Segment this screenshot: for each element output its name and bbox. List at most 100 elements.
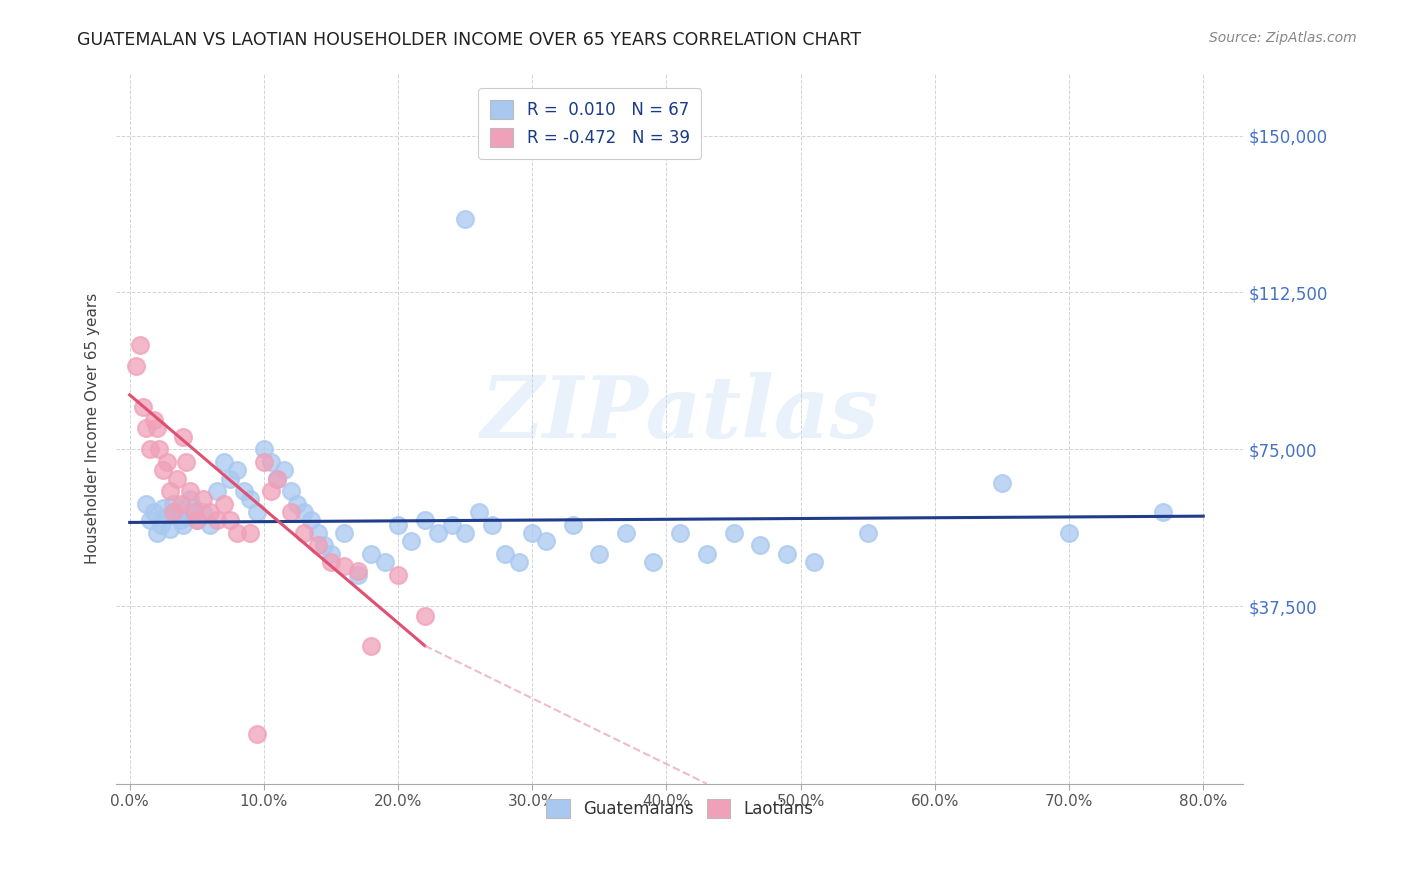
Point: [149, 517, 172, 532]
Point: [280, 505, 302, 519]
Point: [360, 547, 382, 561]
Point: [314, 538, 336, 552]
Point: [129, 337, 152, 351]
Point: [287, 497, 309, 511]
Point: [226, 463, 249, 477]
Point: [614, 525, 637, 540]
Point: [467, 505, 489, 519]
Point: [170, 497, 193, 511]
Point: [246, 505, 269, 519]
Point: [172, 430, 194, 444]
Point: [481, 517, 503, 532]
Point: [749, 538, 772, 552]
Point: [162, 497, 184, 511]
Point: [239, 492, 262, 507]
Point: [440, 517, 463, 532]
Point: [179, 492, 201, 507]
Point: [205, 513, 228, 527]
Point: [360, 639, 382, 653]
Point: [156, 455, 179, 469]
Point: [148, 442, 170, 457]
Point: [239, 525, 262, 540]
Point: [162, 505, 184, 519]
Point: [183, 500, 205, 515]
Y-axis label: Householder Income Over 65 years: Householder Income Over 65 years: [86, 293, 100, 564]
Point: [307, 538, 329, 552]
Point: [991, 475, 1014, 490]
Point: [166, 505, 188, 519]
Point: [696, 547, 718, 561]
Point: [145, 525, 167, 540]
Point: [561, 517, 583, 532]
Point: [142, 413, 165, 427]
Point: [259, 455, 281, 469]
Point: [307, 525, 329, 540]
Point: [212, 455, 235, 469]
Point: [174, 455, 197, 469]
Point: [186, 513, 208, 527]
Point: [1057, 525, 1080, 540]
Point: [253, 442, 276, 457]
Text: Source: ZipAtlas.com: Source: ZipAtlas.com: [1209, 31, 1357, 45]
Point: [139, 442, 162, 457]
Point: [413, 609, 436, 624]
Point: [200, 517, 222, 532]
Point: [522, 525, 544, 540]
Point: [803, 555, 825, 569]
Point: [856, 525, 879, 540]
Point: [205, 484, 228, 499]
Point: [266, 471, 288, 485]
Legend: Guatemalans, Laotians: Guatemalans, Laotians: [540, 793, 820, 825]
Point: [142, 505, 165, 519]
Point: [292, 525, 315, 540]
Point: [273, 463, 295, 477]
Point: [232, 484, 254, 499]
Point: [226, 525, 249, 540]
Point: [413, 513, 436, 527]
Point: [333, 559, 356, 574]
Point: [387, 517, 409, 532]
Point: [132, 401, 155, 415]
Point: [174, 509, 197, 524]
Point: [346, 564, 368, 578]
Point: [454, 212, 477, 227]
Point: [152, 463, 174, 477]
Point: [266, 471, 288, 485]
Point: [253, 455, 276, 469]
Point: [219, 513, 242, 527]
Point: [669, 525, 692, 540]
Point: [401, 534, 423, 549]
Point: [139, 513, 162, 527]
Point: [333, 525, 356, 540]
Point: [280, 484, 302, 499]
Point: [508, 555, 530, 569]
Point: [219, 471, 242, 485]
Point: [193, 505, 215, 519]
Point: [494, 547, 516, 561]
Point: [156, 509, 179, 524]
Point: [588, 547, 610, 561]
Point: [259, 484, 281, 499]
Point: [135, 497, 157, 511]
Point: [159, 522, 181, 536]
Point: [299, 513, 322, 527]
Point: [186, 513, 208, 527]
Point: [183, 505, 205, 519]
Point: [387, 567, 409, 582]
Point: [135, 421, 157, 435]
Point: [172, 517, 194, 532]
Point: [319, 555, 342, 569]
Point: [374, 555, 396, 569]
Point: [125, 359, 148, 373]
Point: [200, 505, 222, 519]
Point: [152, 500, 174, 515]
Point: [166, 471, 188, 485]
Point: [170, 513, 193, 527]
Point: [346, 567, 368, 582]
Point: [179, 484, 201, 499]
Point: [159, 484, 181, 499]
Point: [1152, 505, 1174, 519]
Text: ZIPatlas: ZIPatlas: [481, 372, 879, 456]
Point: [246, 726, 269, 740]
Point: [454, 525, 477, 540]
